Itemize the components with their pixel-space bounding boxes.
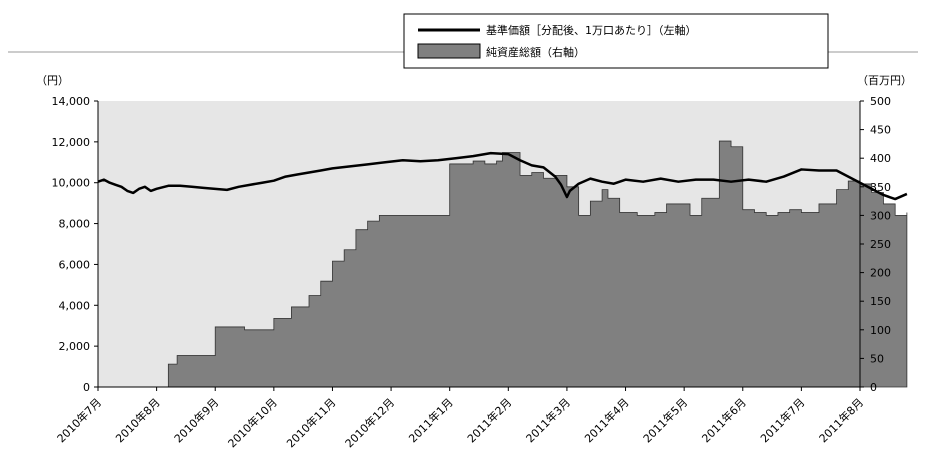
right-axis: 0 50 100 150 200 250 300 350 400 450 500 — [859, 95, 891, 394]
nav-line-layer — [97, 151, 908, 201]
right-tick-label: 300 — [870, 209, 891, 222]
legend-label-aum: 純資産総額（右軸） — [486, 45, 585, 59]
left-tick-label: 2,000 — [59, 340, 91, 353]
x-tick-label: 2010年10月 — [225, 395, 280, 450]
right-tick-label: 100 — [870, 324, 891, 337]
x-tick-label: 2011年7月 — [757, 395, 807, 445]
left-tick-label: 4,000 — [59, 299, 91, 312]
aum-area — [98, 140, 908, 388]
right-tick-label: 150 — [870, 295, 891, 308]
right-tick-label: 0 — [870, 381, 877, 394]
x-tick-label: 2010年8月 — [113, 395, 163, 445]
x-axis: 2010年7月 2010年8月 2010年9月 2010年10月 2010年11月 201… — [54, 386, 866, 450]
left-tick-label: 10,000 — [52, 177, 91, 190]
left-tick-label: 0 — [83, 381, 90, 394]
x-tick-label: 2011年8月 — [816, 395, 866, 445]
left-tick-label: 6,000 — [59, 258, 91, 271]
x-tick-label: 2011年2月 — [464, 395, 514, 445]
left-tick-label: 8,000 — [59, 218, 91, 231]
right-tick-label: 200 — [870, 267, 891, 280]
right-axis-unit: （百万円） — [857, 74, 912, 87]
legend: 基準価額［分配後、1万口あたり］（左軸） 純資産総額（右軸） — [403, 13, 829, 69]
x-tick-label: 2011年1月 — [406, 395, 456, 445]
left-tick-label: 14,000 — [52, 95, 91, 108]
right-tick-label: 250 — [870, 238, 891, 251]
x-tick-label: 2011年6月 — [699, 395, 749, 445]
right-tick-label: 400 — [870, 152, 891, 165]
right-tick-label: 50 — [870, 352, 884, 365]
x-tick-label: 2011年3月 — [523, 395, 573, 445]
x-tick-label: 2010年12月 — [342, 395, 397, 450]
left-axis-unit: （円） — [36, 74, 69, 87]
legend-area-swatch — [417, 43, 481, 59]
right-tick-label: 450 — [870, 124, 891, 137]
x-tick-label: 2011年5月 — [640, 395, 690, 445]
nav-line — [97, 151, 908, 201]
x-tick-label: 2011年4月 — [581, 395, 631, 445]
aum-area-layer — [98, 140, 908, 388]
x-tick-label: 2010年9月 — [171, 395, 221, 445]
right-tick-label: 350 — [870, 181, 891, 194]
left-tick-label: 12,000 — [52, 136, 91, 149]
legend-label-nav: 基準価額［分配後、1万口あたり］（左軸） — [486, 23, 697, 37]
x-tick-label: 2010年11月 — [283, 395, 338, 450]
legend-box — [403, 13, 829, 69]
right-tick-label: 500 — [870, 95, 891, 108]
x-tick-label: 2010年7月 — [54, 395, 104, 445]
left-axis: 0 2,000 4,000 6,000 8,000 10,000 12,000 14,000 — [52, 95, 99, 394]
